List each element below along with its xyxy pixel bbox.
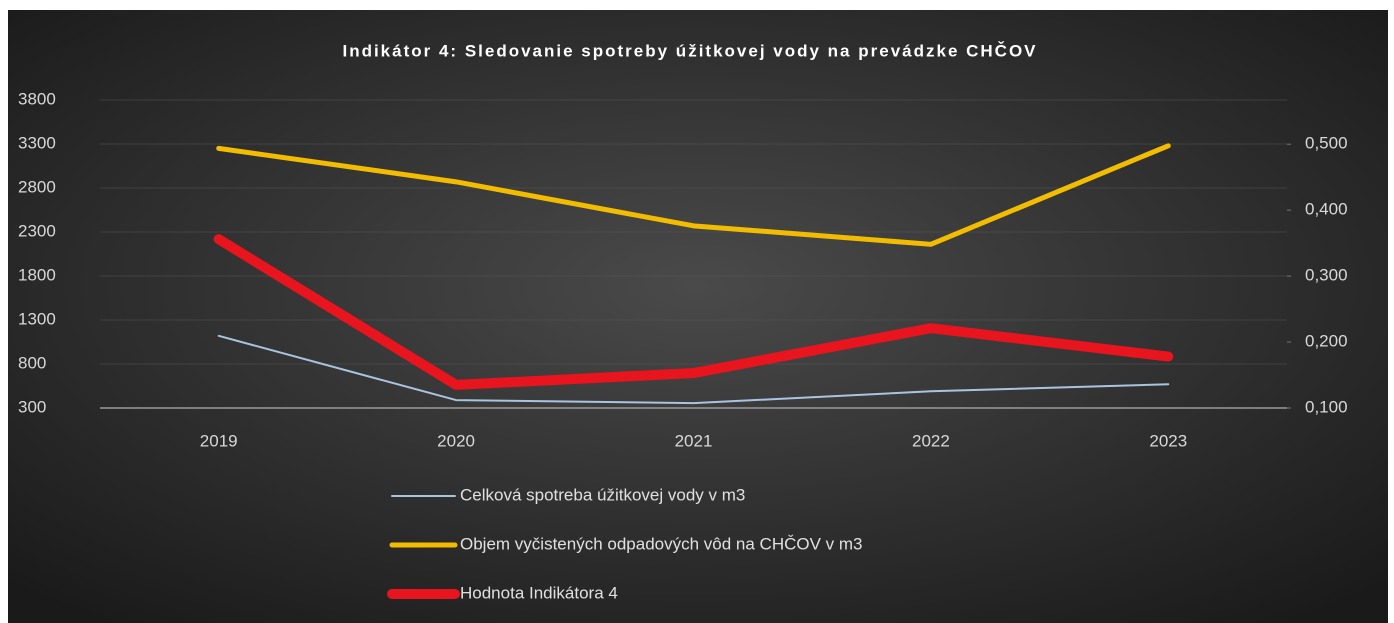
y-tick-label: 1800 [18, 265, 56, 284]
series-line [213, 234, 1174, 390]
y-tick-label: 300 [18, 397, 46, 416]
y-tick-label: 3800 [18, 89, 56, 108]
series-line [217, 334, 1170, 405]
y-tick-label: 3300 [18, 133, 56, 152]
y-tick-label: 1300 [18, 309, 56, 328]
y2-tick-label: 0,500 [1305, 134, 1348, 153]
legend-label: Hodnota Indikátora 4 [460, 583, 618, 602]
x-tick-label: 2023 [1149, 431, 1187, 450]
background [8, 10, 1388, 623]
x-tick-label: 2022 [912, 431, 950, 450]
x-tick-label: 2019 [200, 431, 238, 450]
y-tick-label: 2800 [18, 177, 56, 196]
y-tick-label: 800 [18, 353, 46, 372]
x-tick-label: 2021 [675, 431, 713, 450]
y-tick-label: 2300 [18, 221, 56, 240]
y2-tick-label: 0,100 [1305, 397, 1348, 416]
y2-tick-label: 0,200 [1305, 332, 1348, 351]
legend-label: Celková spotreba úžitkovej vody v m3 [460, 485, 745, 504]
x-tick-label: 2020 [437, 431, 475, 450]
series-line [216, 143, 1171, 247]
legend-label: Objem vyčistených odpadových vôd na CHČO… [460, 534, 863, 553]
y2-tick-label: 0,400 [1305, 200, 1348, 219]
chart-title: Indikátor 4: Sledovanie spotreby úžitkov… [342, 41, 1037, 60]
y2-tick-label: 0,300 [1305, 266, 1348, 285]
